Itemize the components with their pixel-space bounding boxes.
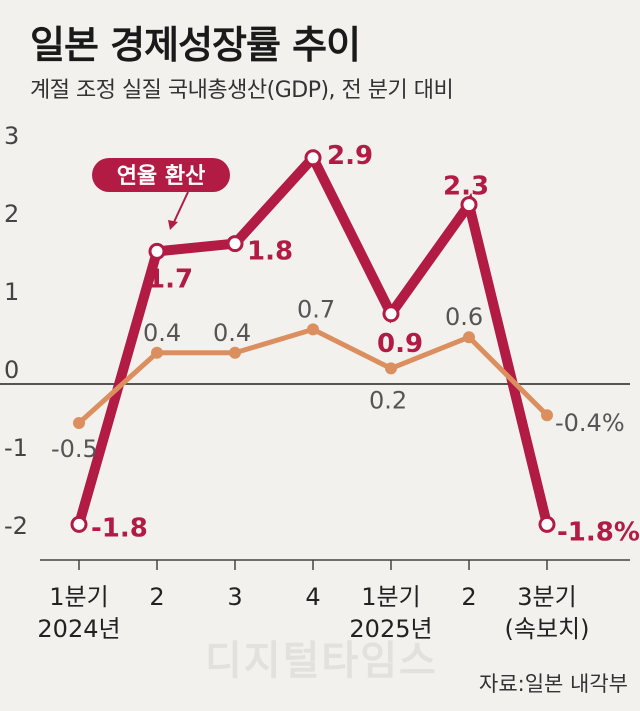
quarterly-data-label: 0.2 [369,386,407,414]
chart-subtitle: 계절 조정 실질 국내총생산(GDP), 전 분기 대비 [30,78,454,103]
axis-layer: 3 2 1 0 -1 -2 1분기 2024년 2 3 4 1분기 2025년 2 3분기 (속보치) [0,122,630,643]
quarterly-data-label: -0.5 [51,435,98,463]
annualized-data-label: -1.8% [557,517,640,547]
annualized-point [382,305,400,323]
y-tick-label: 3 [4,122,19,150]
quarterly-point [541,409,553,422]
label-layer: -1.8 1.7 1.8 2.9 0.9 2.3 -1.8% -0.5 0.4 0.4 0.7 0.2… [51,141,640,548]
annualized-point [148,242,166,260]
quarterly-point [463,331,475,344]
annualized-point [304,149,322,167]
quarterly-data-label: 0.7 [297,295,335,323]
y-tick-label: 1 [4,278,19,306]
annotation-arrowhead [168,220,178,230]
quarterly-point [151,346,163,359]
annualized-data-label: 1.7 [147,264,193,294]
annualized-point [460,196,478,214]
annualized-data-label: 2.9 [327,141,373,171]
annualized-point [226,235,244,253]
quarterly-point [385,362,397,375]
annualized-point [538,515,556,533]
x-tick-label: 3 [227,583,242,611]
y-tick-label: 2 [4,200,19,228]
quarterly-data-label: 0.4 [213,319,251,347]
quarterly-point [307,323,319,336]
series-layer [70,149,556,533]
quarterly-data-label: 0.6 [445,303,483,331]
annualized-data-label: 1.8 [247,237,293,267]
y-tick-label: 0 [4,356,19,384]
annualized-point [70,515,88,533]
watermark: 디지털타임스 [205,638,438,684]
annualized-data-label: 0.9 [377,329,423,359]
x-tick-label: 2 [149,583,164,611]
y-tick-label: -2 [4,512,28,540]
quarterly-data-label: 0.4 [143,319,181,347]
annotation-badge-text: 연율 환산 [117,164,206,189]
quarterly-point [73,417,85,429]
x-tick-label: 2 [461,583,476,611]
annualized-data-label: 2.3 [443,172,489,202]
annualized-data-label: -1.8 [91,513,148,543]
x-tick-label: 4 [305,583,320,611]
y-tick-label: -1 [4,434,28,462]
x-tick-label: 1분기 2025년 [349,583,432,643]
chart-title: 일본 경제성장률 추이 [30,23,361,67]
quarterly-point [229,346,241,359]
annotation-badge [92,158,230,192]
x-tick-label: 1분기 2024년 [37,583,120,643]
source-note: 자료:일본 내각부 [479,672,628,696]
quarterly-data-label: -0.4% [555,409,625,437]
annotation-pointer [173,191,189,223]
x-tick-label: 3분기 (속보치) [505,583,590,643]
